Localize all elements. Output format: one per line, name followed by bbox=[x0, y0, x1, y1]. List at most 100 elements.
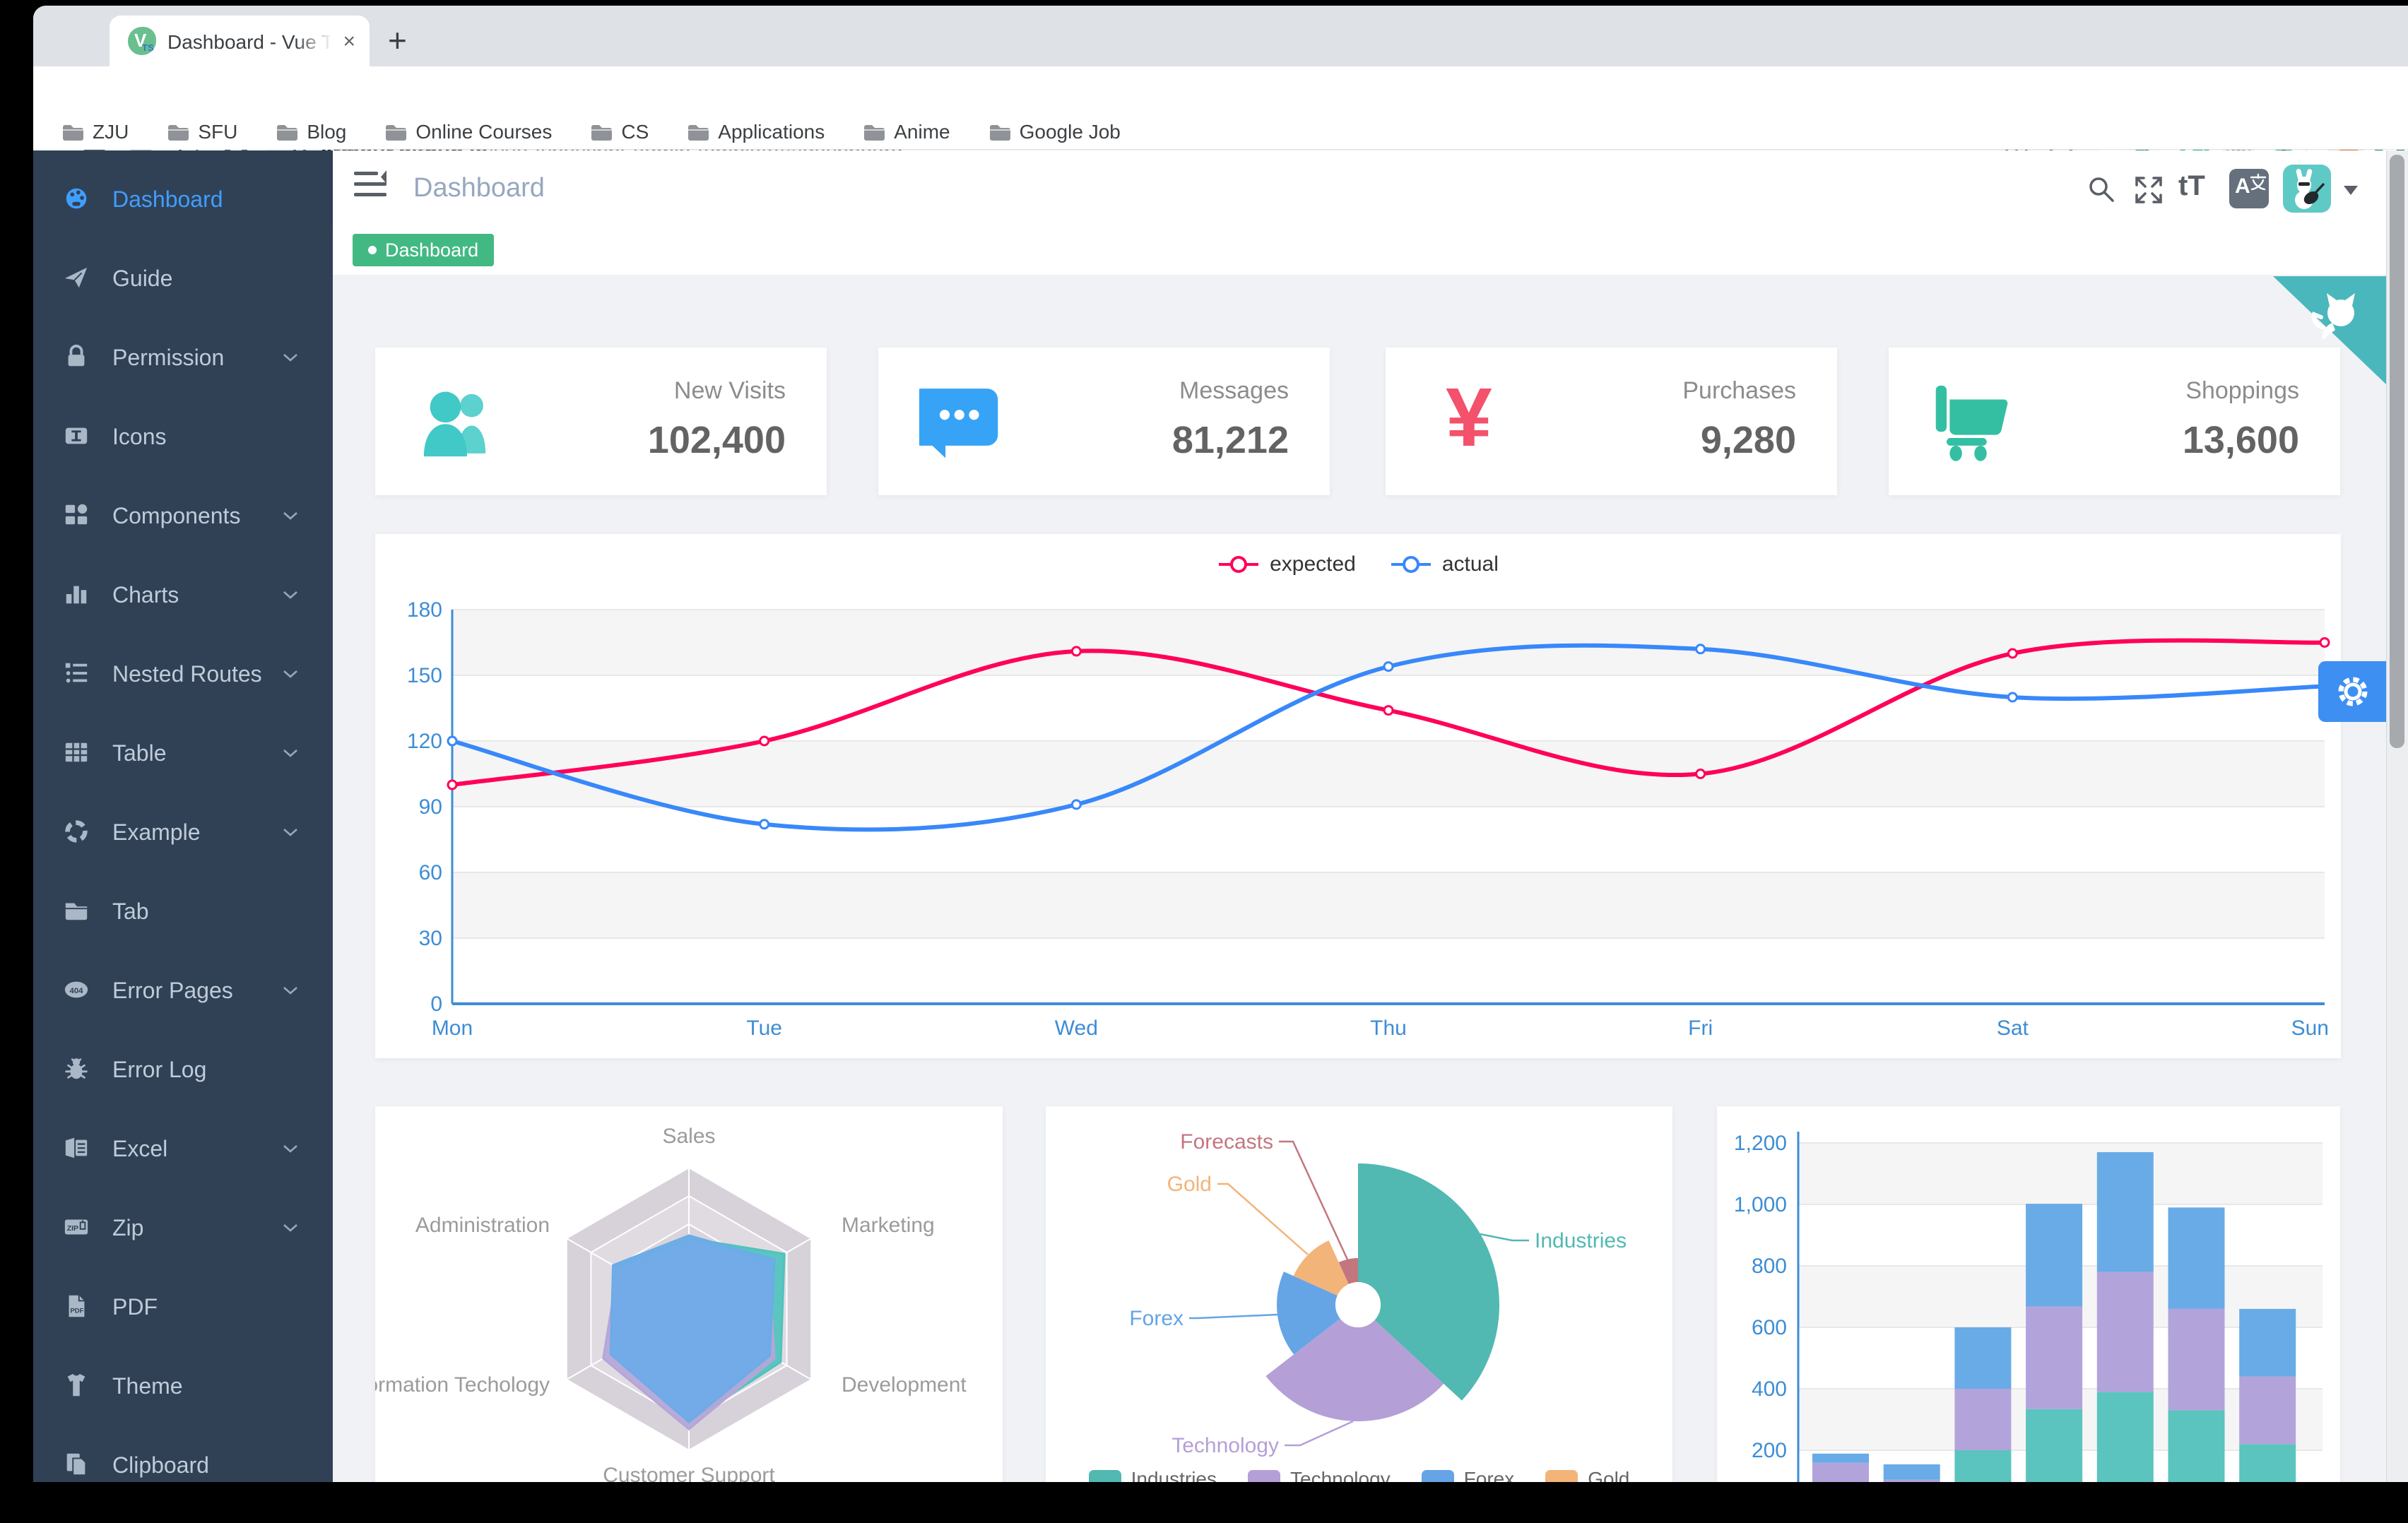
folder-icon bbox=[688, 124, 709, 141]
svg-text:90: 90 bbox=[419, 795, 442, 819]
icons-icon bbox=[65, 427, 88, 444]
card-purchases[interactable]: ¥ Purchases 9,280 bbox=[1386, 348, 1837, 495]
svg-text:Tue: Tue bbox=[746, 1017, 782, 1040]
bookmark-online-courses[interactable]: Online Courses bbox=[384, 121, 552, 143]
chevron-down-icon bbox=[283, 512, 297, 520]
github-corner-ribbon[interactable] bbox=[2273, 276, 2386, 384]
bookmark-label: Blog bbox=[307, 120, 347, 143]
svg-text:Gold: Gold bbox=[1167, 1173, 1212, 1196]
search-icon[interactable] bbox=[2087, 174, 2118, 206]
sidebar-item-pdf[interactable]: PDF PDF bbox=[33, 1267, 333, 1346]
bookmark-sfu[interactable]: SFU bbox=[167, 121, 237, 143]
hamburger-icon[interactable] bbox=[354, 170, 395, 198]
sidebar-item-table[interactable]: Table bbox=[33, 713, 333, 792]
card-new-visits[interactable]: New Visits 102,400 bbox=[375, 348, 827, 495]
pdf-icon: PDF bbox=[69, 1295, 85, 1317]
sidebar-item-dashboard[interactable]: Dashboard bbox=[33, 159, 333, 238]
scrollbar-thumb[interactable] bbox=[2390, 155, 2404, 748]
tag-dashboard[interactable]: Dashboard bbox=[353, 234, 495, 266]
bookmark-anime[interactable]: Anime bbox=[863, 121, 950, 143]
sidebar-item-tab[interactable]: Tab bbox=[33, 871, 333, 950]
pie-legend-item-gold[interactable]: Gold bbox=[1545, 1468, 1629, 1482]
legend-item-expected[interactable]: expected bbox=[1217, 552, 1356, 576]
tab-title-fade bbox=[295, 27, 333, 58]
legend-label: Forex bbox=[1463, 1468, 1515, 1482]
svg-text:Forecasts: Forecasts bbox=[1180, 1130, 1273, 1154]
scrollbar-track[interactable] bbox=[2386, 150, 2408, 1482]
svg-text:150: 150 bbox=[407, 664, 442, 687]
chevron-down-icon bbox=[283, 1145, 297, 1153]
user-avatar[interactable] bbox=[2283, 165, 2331, 213]
sidebar-item-guide[interactable]: Guide bbox=[33, 238, 333, 317]
svg-text:PDF: PDF bbox=[70, 1308, 83, 1315]
legend-label: Gold bbox=[1588, 1468, 1630, 1482]
chevron-down-icon bbox=[283, 591, 297, 599]
sidebar-item-charts[interactable]: Charts bbox=[33, 555, 333, 634]
browser-toolbar: armour.github.io/vue-typescript-admin-te… bbox=[33, 66, 2408, 185]
card-messages[interactable]: Messages 81,212 bbox=[878, 348, 1330, 495]
sidebar-item-label: Zip bbox=[112, 1215, 144, 1240]
new-tab-button[interactable]: + bbox=[388, 22, 407, 59]
legend-swatch bbox=[1421, 1470, 1454, 1482]
sidebar-item-label: Clipboard bbox=[112, 1452, 209, 1478]
bar-chart-panel: 200 400 600 800 1,000 1,200 bbox=[1717, 1106, 2340, 1482]
peoples-icon bbox=[423, 391, 486, 457]
legend-label: actual bbox=[1441, 552, 1499, 576]
pie-legend-item-technology[interactable]: Technology bbox=[1248, 1468, 1391, 1482]
avatar-caret-icon[interactable] bbox=[2344, 186, 2358, 195]
svg-text:Customer Support: Customer Support bbox=[603, 1464, 775, 1482]
translate-icon[interactable]: A bbox=[2229, 169, 2269, 208]
browser-window: V TS Dashboard - Vue Typescript Ad × + a… bbox=[33, 6, 2408, 1482]
bookmark-google-job[interactable]: Google Job bbox=[988, 121, 1121, 143]
sidebar-item-error-log[interactable]: Error Log bbox=[33, 1029, 333, 1108]
fullscreen-icon[interactable] bbox=[2133, 174, 2164, 206]
font-size-icon[interactable]: tT bbox=[2178, 170, 2205, 201]
sidebar-item-label: Guide bbox=[112, 266, 173, 291]
translate-letter: A bbox=[2235, 174, 2250, 198]
bookmark-zju[interactable]: ZJU bbox=[61, 121, 129, 143]
stat-value: 81,212 bbox=[1171, 419, 1289, 461]
sidebar-item-label: Dashboard bbox=[112, 186, 223, 212]
line-chart-legend: expected actual bbox=[375, 552, 2341, 576]
svg-text:Thu: Thu bbox=[1370, 1017, 1407, 1040]
sidebar-item-components[interactable]: Components bbox=[33, 475, 333, 555]
svg-text:Sun: Sun bbox=[2291, 1017, 2329, 1040]
sidebar-item-zip[interactable]: ZIP Zip bbox=[33, 1187, 333, 1267]
tab-close-icon[interactable]: × bbox=[343, 30, 355, 53]
sidebar-item-clipboard[interactable]: Clipboard bbox=[33, 1425, 333, 1482]
pie-chart-panel: Industries Technology Forex Gold Forecasts I… bbox=[1046, 1106, 1672, 1482]
sidebar-item-label: Permission bbox=[112, 345, 225, 370]
bookmark-cs[interactable]: CS bbox=[590, 121, 649, 143]
svg-text:Mon: Mon bbox=[432, 1017, 473, 1040]
sidebar-item-error-pages[interactable]: 404 Error Pages bbox=[33, 950, 333, 1029]
bookmark-blog[interactable]: Blog bbox=[276, 121, 346, 143]
legend-label: Technology bbox=[1290, 1468, 1391, 1482]
bookmark-label: SFU bbox=[198, 120, 238, 143]
tag-label: Dashboard bbox=[385, 239, 479, 261]
sidebar-item-permission[interactable]: Permission bbox=[33, 317, 333, 396]
chevron-down-icon bbox=[283, 1224, 297, 1232]
pie-legend-item-industries[interactable]: Industries bbox=[1088, 1468, 1217, 1482]
settings-button[interactable] bbox=[2318, 661, 2387, 722]
sidebar-item-example[interactable]: Example bbox=[33, 792, 333, 871]
folder-icon bbox=[989, 124, 1010, 141]
dashboard-icon bbox=[66, 188, 87, 209]
folder-icon bbox=[277, 124, 298, 141]
sidebar-item-nested-routes[interactable]: Nested Routes bbox=[33, 634, 333, 713]
sidebar-item-label: Error Log bbox=[112, 1057, 207, 1082]
browser-tab[interactable]: V TS Dashboard - Vue Typescript Ad × bbox=[110, 16, 370, 66]
bug-icon bbox=[65, 1058, 88, 1079]
bookmark-applications[interactable]: Applications bbox=[687, 121, 825, 143]
stat-value: 102,400 bbox=[647, 419, 786, 461]
pie-legend-item-forex[interactable]: Forex bbox=[1421, 1468, 1515, 1482]
sidebar-item-theme[interactable]: Theme bbox=[33, 1346, 333, 1425]
sidebar-item-excel[interactable]: Excel bbox=[33, 1108, 333, 1187]
money-cny-icon: ¥ bbox=[1446, 371, 1492, 464]
card-shoppings[interactable]: Shoppings 13,600 bbox=[1889, 348, 2340, 495]
svg-text:404: 404 bbox=[69, 987, 83, 995]
sidebar-item-icons[interactable]: Icons bbox=[33, 396, 333, 475]
legend-swatch bbox=[1545, 1470, 1578, 1482]
sidebar: Dashboard Guide Permission Icons Components C… bbox=[33, 150, 333, 1482]
legend-item-actual[interactable]: actual bbox=[1390, 552, 1499, 576]
tag-dot bbox=[368, 246, 377, 254]
